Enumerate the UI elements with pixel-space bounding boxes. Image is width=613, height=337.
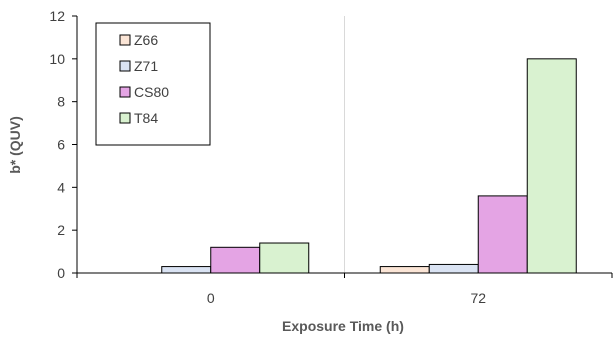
y-tick-label: 8 [57,94,65,110]
legend: Z66 Z71 CS80 T84 [95,22,211,146]
legend-swatch-z66 [119,34,131,46]
legend-label-z66: Z66 [134,32,158,48]
legend-swatch-z71 [119,60,131,72]
y-tick-label: 12 [49,8,65,24]
legend-label-t84: T84 [134,110,158,126]
axes [72,15,613,278]
y-tick-label: 10 [49,51,65,67]
bar-cs80-0 [210,246,261,274]
y-tick-label: 0 [57,265,65,281]
x-tick-labels: 0 72 [207,290,486,306]
legend-swatch-cs80 [119,86,131,98]
bars [161,58,577,274]
bar-z71-72 [428,263,479,274]
bar-cs80-72 [477,195,528,274]
y-tick-label: 2 [57,222,65,238]
bar-t84-0 [259,242,310,274]
bar-t84-72 [526,58,577,274]
bar-z71-0 [161,266,212,274]
x-tick-label: 0 [207,290,215,306]
y-tick-label: 6 [57,137,65,153]
bar-z66-72 [379,266,430,274]
x-axis-title: Exposure Time (h) [282,318,404,334]
legend-label-cs80: CS80 [134,84,169,100]
y-tick-labels: 0 2 4 6 8 10 12 [49,8,65,281]
legend-swatch-t84 [119,112,131,124]
legend-box [95,22,211,146]
legend-label-z71: Z71 [134,58,158,74]
x-tick-label: 72 [470,290,486,306]
y-tick-label: 4 [57,179,65,195]
y-axis-title: b* (QUV) [7,116,23,174]
